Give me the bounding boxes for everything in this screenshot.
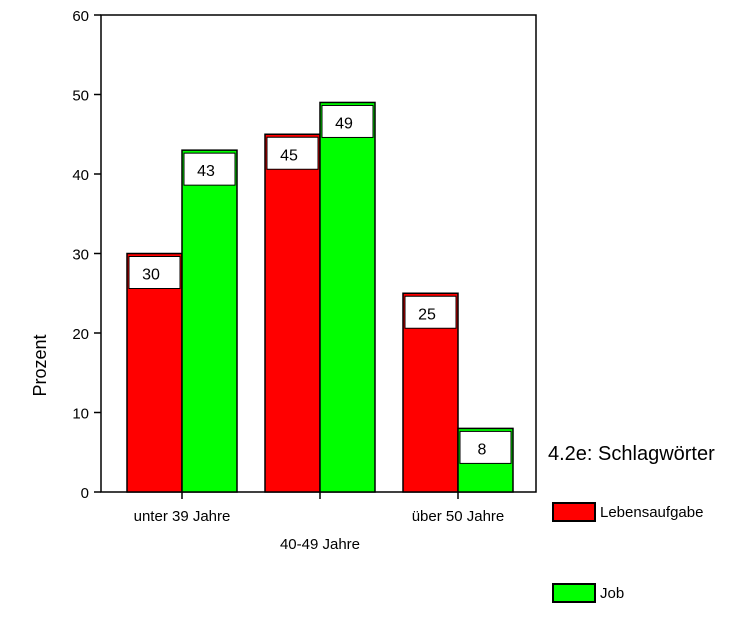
- legend-title: 4.2e: Schlagwörter: [548, 443, 715, 465]
- legend-label-lebensaufgabe: Lebensaufgabe: [600, 503, 704, 521]
- bar-job-0: [181, 149, 238, 493]
- legend-label-job: Job: [600, 584, 625, 602]
- y-tick-label: 10: [72, 406, 89, 423]
- legend-item-lebensaufgabe: Lebensaufgabe: [552, 502, 703, 522]
- y-tick-label: 50: [72, 88, 89, 105]
- data-label: 25: [418, 306, 436, 323]
- data-label-box: [128, 256, 181, 289]
- data-label-box: [321, 104, 374, 138]
- legend-swatch-lebensaufgabe: [552, 502, 596, 522]
- y-tick-label: 60: [72, 8, 89, 25]
- data-label: 43: [197, 163, 215, 180]
- legend: 4.2e: Schlagwörter Lebensaufgabe Job: [548, 443, 753, 603]
- legend-item-job: Job: [552, 583, 624, 603]
- x-tick-label: über 50 Jahre: [412, 508, 505, 525]
- legend-swatch-job: [552, 583, 596, 603]
- y-axis-label: Prozent: [30, 334, 50, 396]
- data-label-box: [404, 295, 457, 329]
- data-label-box: [183, 152, 236, 186]
- chart-data-labels: 30 43 45 49 25 8: [128, 104, 512, 464]
- data-label-box: [459, 430, 512, 464]
- data-label: 49: [335, 115, 353, 132]
- x-tick-label: 40-49 Jahre: [280, 536, 360, 553]
- x-tick-label: unter 39 Jahre: [134, 508, 231, 525]
- data-label: 45: [280, 147, 298, 164]
- y-tick-label: 0: [81, 485, 89, 502]
- y-tick-label: 30: [72, 247, 89, 264]
- bar-job-1: [319, 101, 376, 493]
- bar-lebensaufgabe-0: [126, 252, 183, 493]
- y-tick-label: 40: [72, 167, 89, 184]
- data-label: 30: [142, 267, 160, 284]
- bar-lebensaufgabe-1: [264, 133, 321, 493]
- data-label-box: [266, 136, 319, 170]
- y-tick-label: 20: [72, 326, 89, 343]
- data-label: 8: [478, 441, 487, 458]
